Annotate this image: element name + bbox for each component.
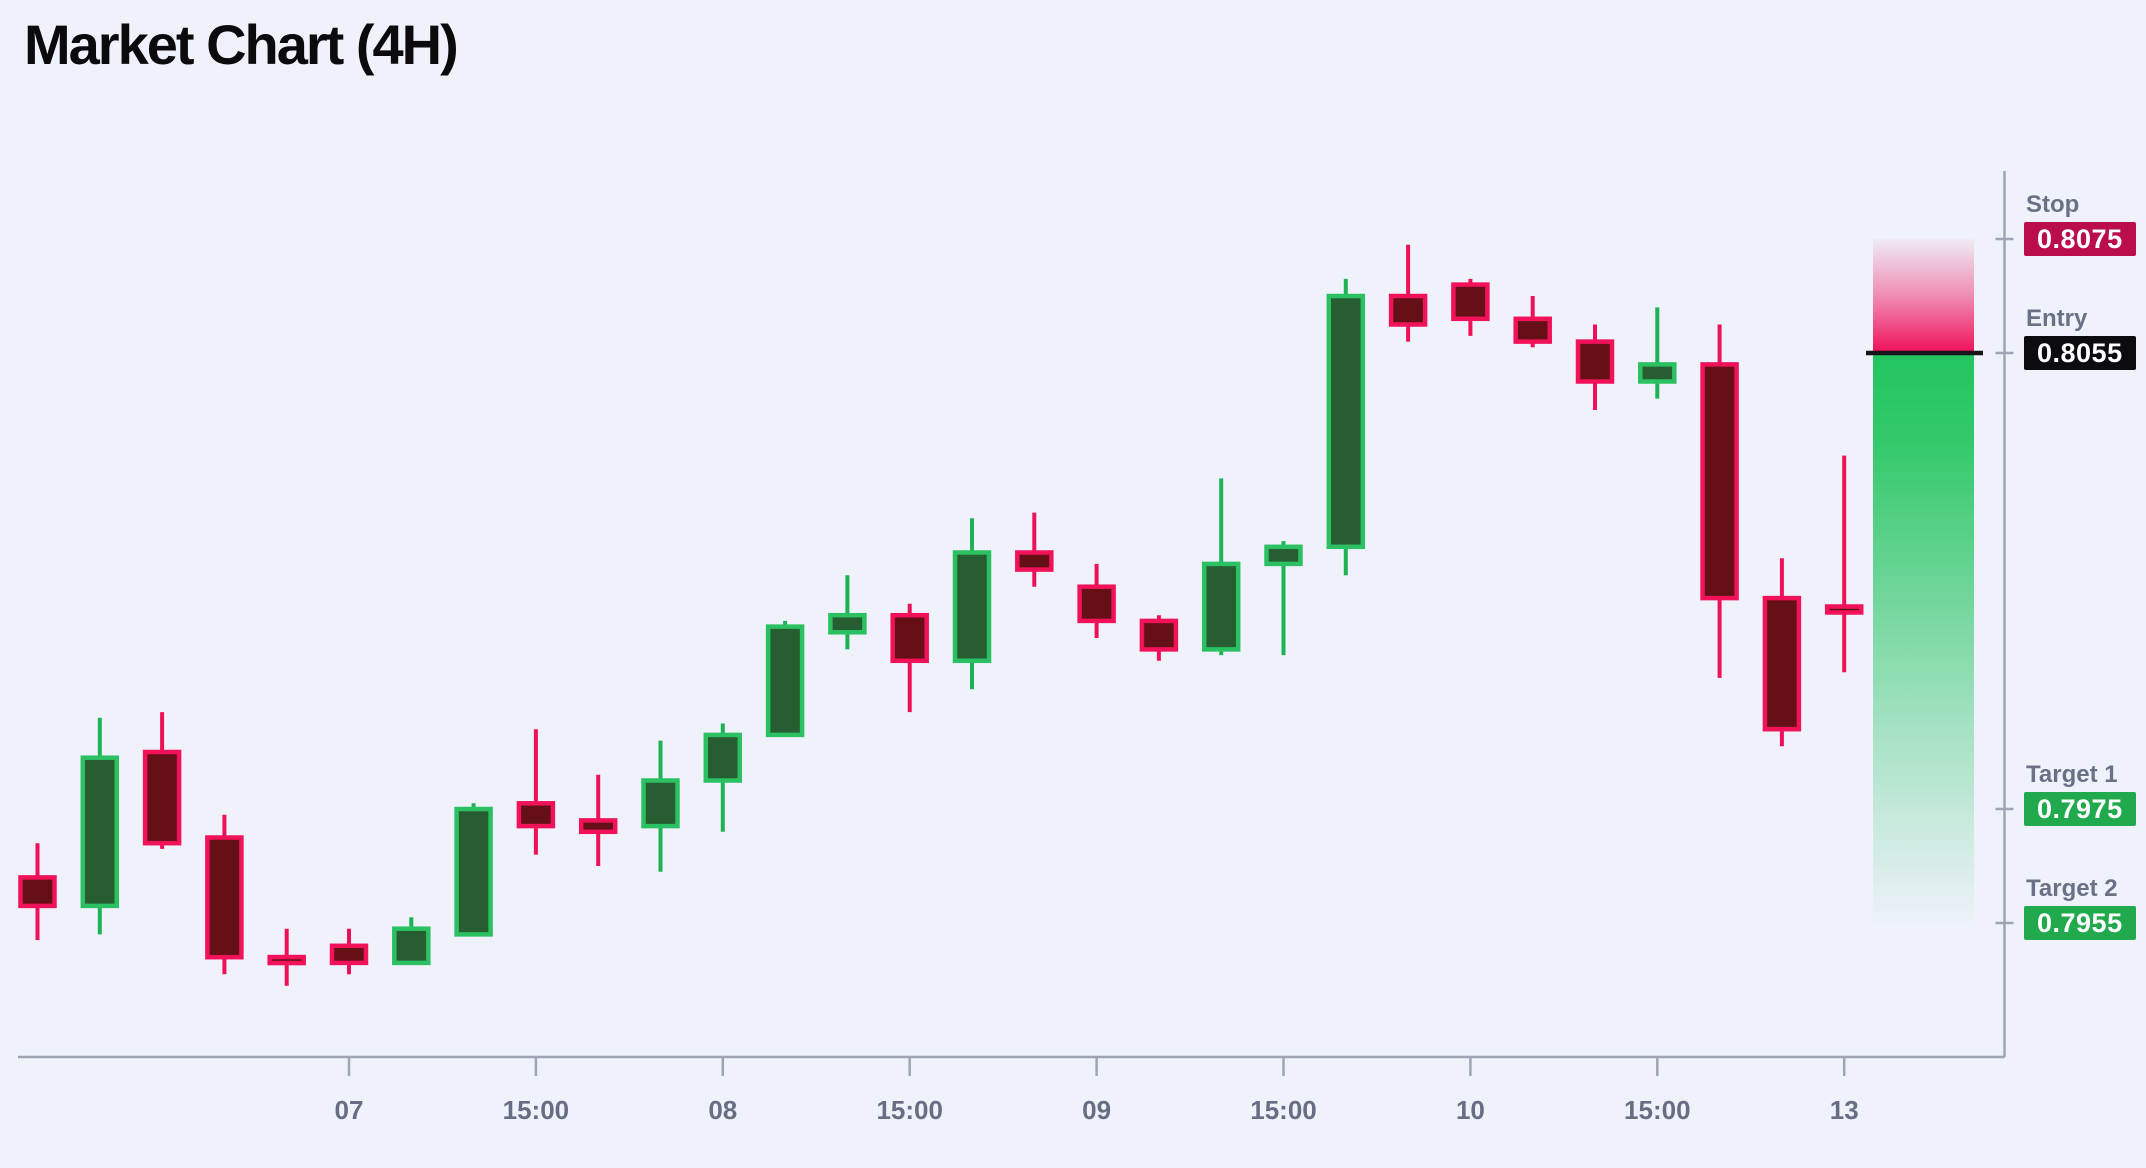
x-axis-tick-label-2: 08 (708, 1095, 737, 1125)
entry-label: Entry (2026, 305, 2088, 332)
candle-body-21 (1326, 293, 1366, 550)
candle-body-0 (18, 875, 57, 909)
candle-body-26 (1638, 362, 1677, 384)
candle-body-27 (1700, 362, 1739, 601)
level-stop: Stop 0.8075 (2024, 193, 2136, 256)
candle-body-5 (329, 943, 369, 966)
stop-price-badge: 0.8075 (2024, 222, 2136, 256)
candle-body-23 (1451, 282, 1490, 322)
candle-body-3 (205, 835, 244, 960)
x-axis-tick-label-3: 15:00 (876, 1095, 943, 1125)
candle-body-9 (578, 818, 618, 835)
candle-body-6 (392, 926, 431, 966)
level-entry: Entry 0.8055 (2024, 307, 2136, 370)
candle-body-8 (516, 801, 556, 829)
entry-price-badge: 0.8055 (2024, 336, 2136, 370)
candle-body-17 (1077, 584, 1116, 624)
candle-body-18 (1139, 618, 1179, 652)
candle-body-14 (890, 612, 929, 664)
level-target-1: Target 1 0.7975 (2024, 763, 2136, 826)
candle-body-12 (765, 624, 805, 738)
reward-zone (1873, 353, 1974, 928)
candle-body-24 (1513, 316, 1552, 344)
x-axis-tick-label-1: 15:00 (503, 1095, 570, 1125)
stop-label: Stop (2026, 191, 2080, 218)
level-target-2: Target 2 0.7955 (2024, 877, 2136, 940)
page-title: Market Chart (4H) (24, 13, 459, 76)
candle-body-20 (1264, 544, 1303, 567)
target-2-price-badge: 0.7955 (2024, 906, 2136, 940)
candle-body-4 (267, 954, 306, 966)
candle-body-7 (454, 806, 493, 937)
x-axis-tick-label-0: 07 (335, 1095, 364, 1125)
candle-body-15 (952, 550, 992, 664)
candle-body-19 (1201, 561, 1241, 652)
candle-body-22 (1388, 293, 1428, 327)
target-1-price-badge: 0.7975 (2024, 792, 2136, 826)
x-axis-tick-label-7: 15:00 (1624, 1095, 1691, 1125)
candle-body-10 (641, 778, 680, 829)
candle-body-29 (1824, 604, 1864, 615)
x-axis-tick-label-8: 13 (1830, 1095, 1859, 1125)
candle-body-13 (828, 612, 867, 635)
candle-body-11 (703, 732, 743, 783)
candle-body-2 (142, 749, 182, 846)
candle-body-25 (1575, 339, 1615, 384)
candle-body-28 (1762, 595, 1802, 732)
risk-zone (1873, 239, 1974, 353)
target-2-label: Target 2 (2026, 875, 2118, 902)
candle-body-16 (1015, 550, 1054, 572)
entry-line (1866, 350, 1983, 356)
target-1-label: Target 1 (2026, 761, 2118, 788)
x-axis-tick-label-4: 09 (1082, 1095, 1111, 1125)
x-axis-tick-label-6: 10 (1456, 1095, 1485, 1125)
x-axis-tick-label-5: 15:00 (1250, 1095, 1317, 1125)
candle-body-1 (80, 755, 120, 909)
